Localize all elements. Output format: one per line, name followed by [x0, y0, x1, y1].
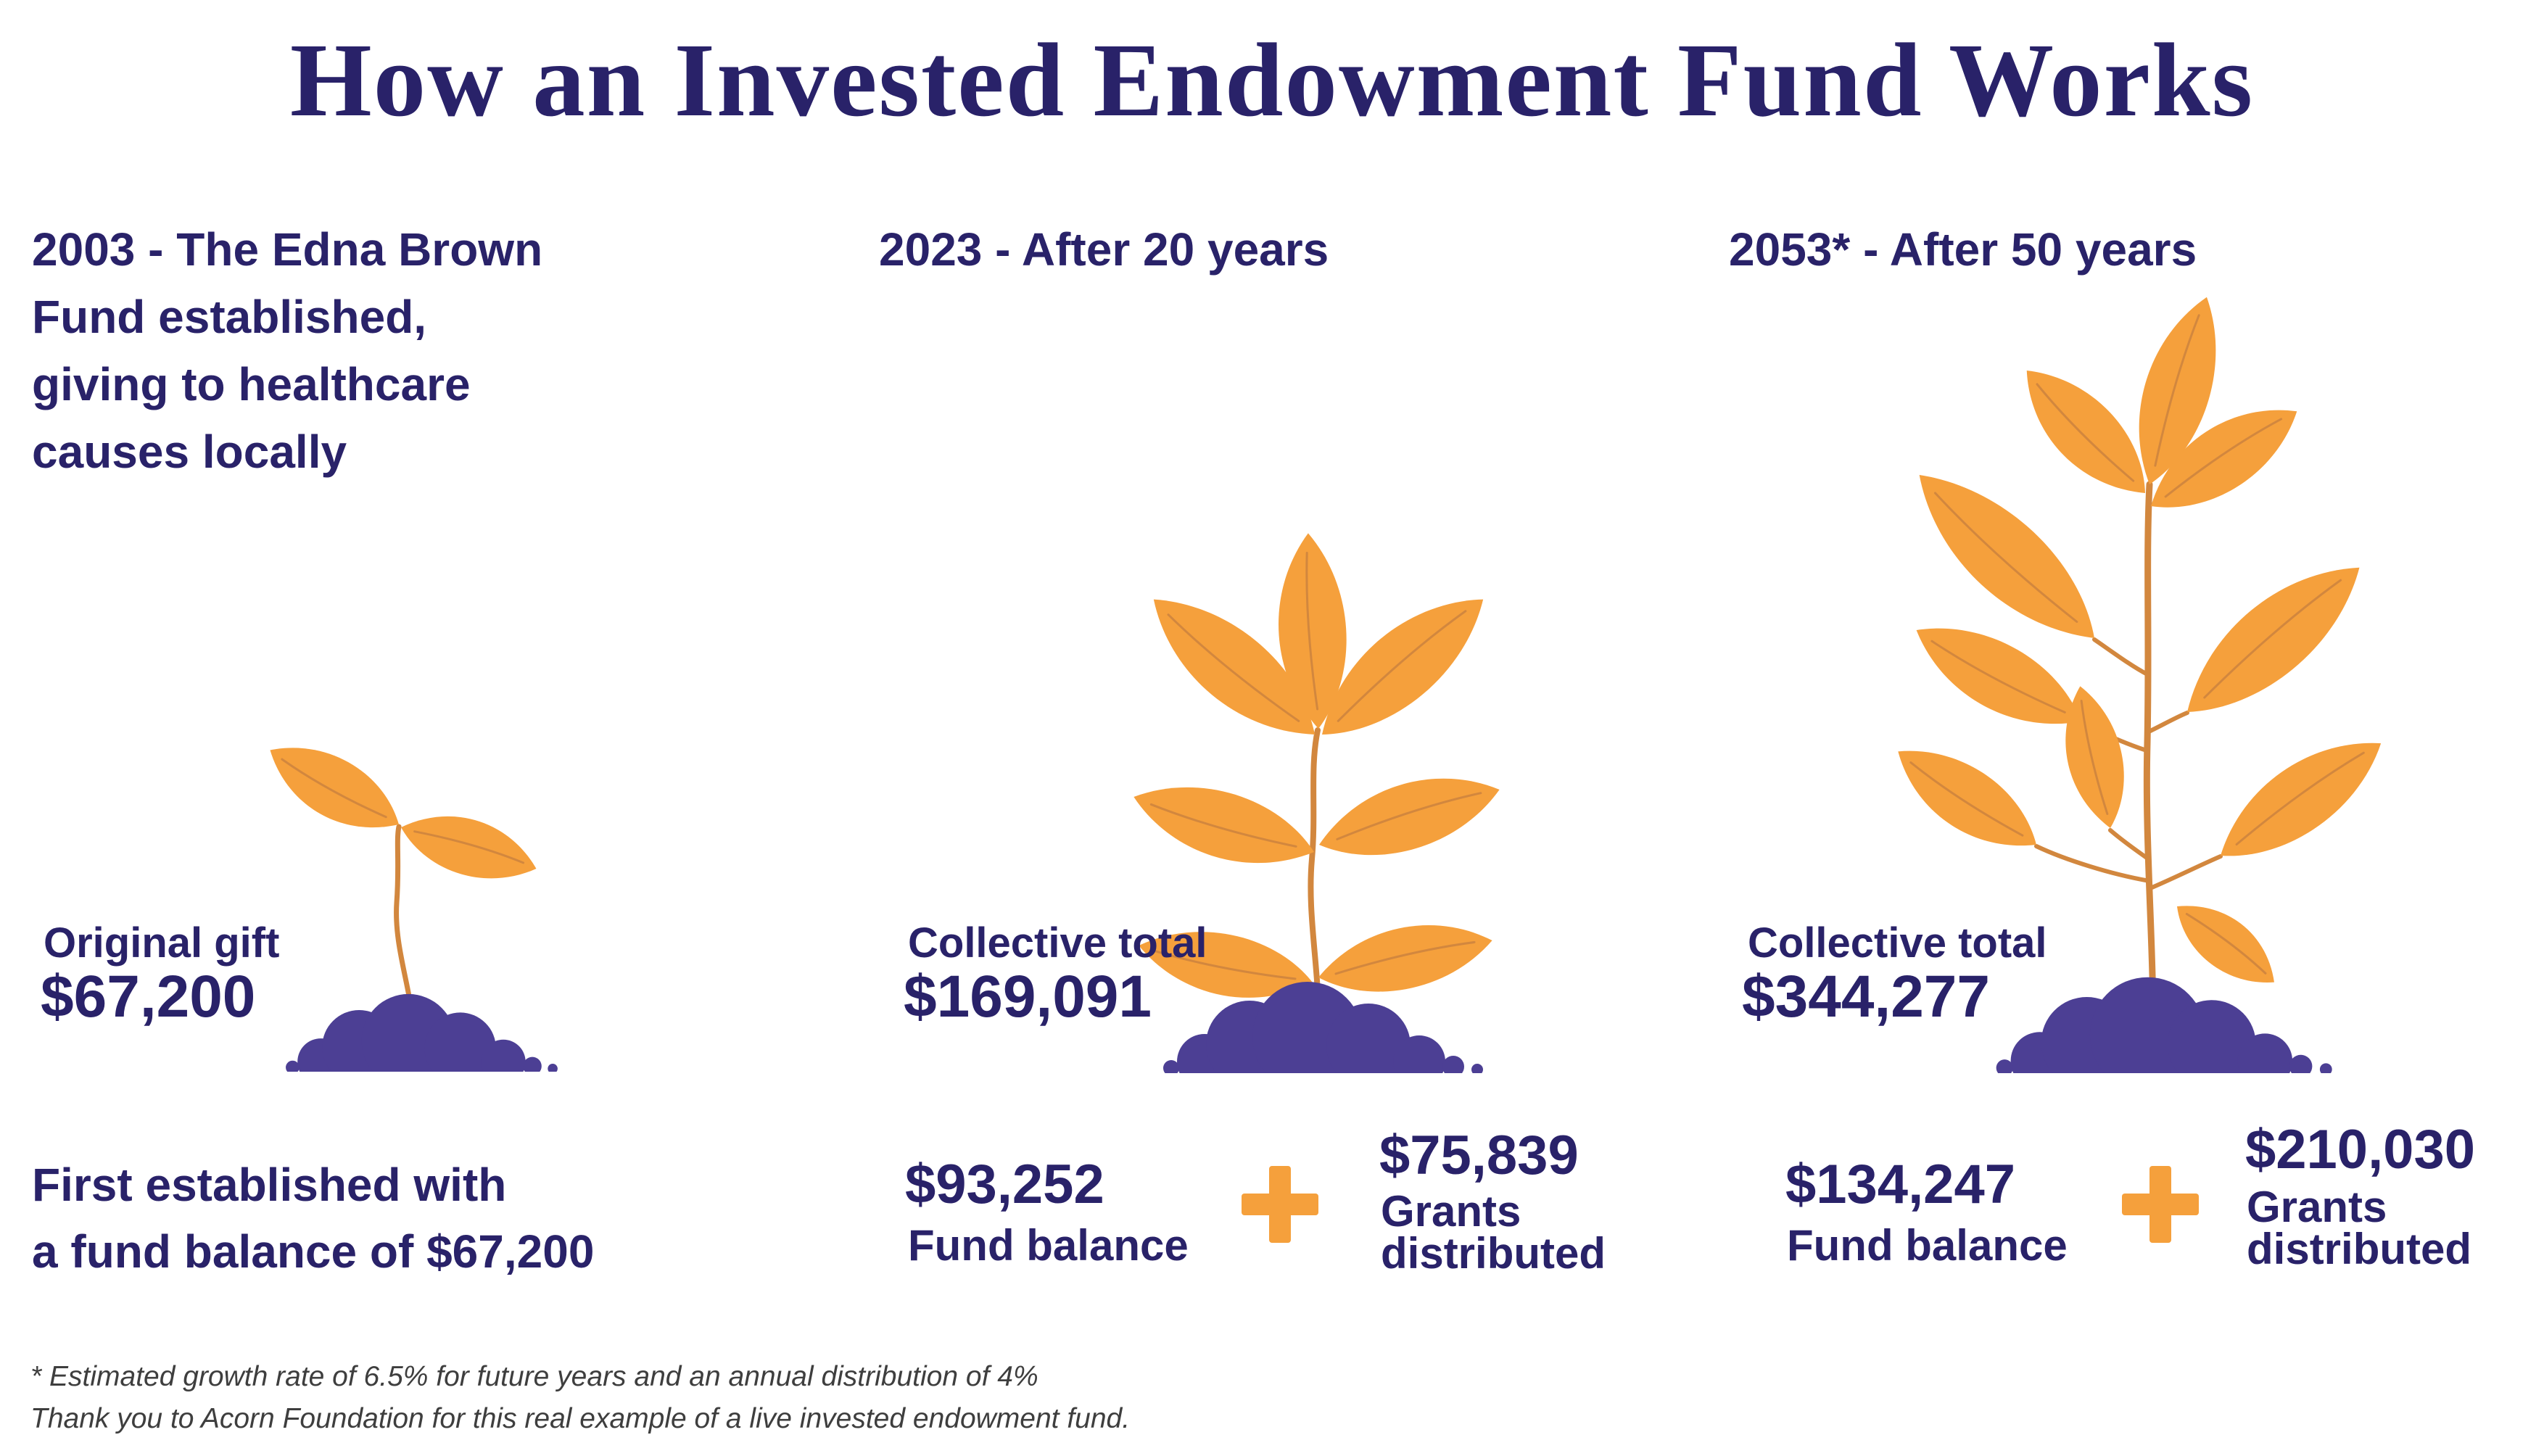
plus-icon: [1242, 1166, 1318, 1243]
seedling-illustration: [247, 732, 566, 1077]
fund-balance-label: Fund balance: [1787, 1221, 2068, 1270]
note-line: a fund balance of $67,200: [32, 1225, 595, 1278]
leaf: [2202, 716, 2400, 882]
grants-label-line: distributed: [2247, 1225, 2471, 1273]
stage-amount: $344,277: [1742, 964, 1991, 1030]
leaf: [1124, 766, 1323, 884]
column-2023-heading: 2023 - After 20 years: [879, 223, 1329, 276]
heading-line: giving to healthcare: [32, 358, 471, 410]
stage-label: Collective total: [908, 919, 1207, 967]
leaf: [255, 732, 413, 851]
heading-line: 2003 - The Edna Brown: [32, 223, 543, 276]
leaf: [2163, 539, 2382, 739]
column-2053-heading: 2053* - After 50 years: [1729, 223, 2197, 276]
mature-plant-illustration: [1842, 268, 2516, 1077]
grants-label: Grants distributed: [2247, 1183, 2471, 1273]
leaf: [2162, 886, 2289, 1001]
footnote-acknowledgement: Thank you to Acorn Foundation for this r…: [30, 1403, 1131, 1434]
grants-amount: $210,030: [2245, 1119, 2475, 1180]
grants-label-line: Grants: [2247, 1183, 2387, 1231]
stage-amount: $67,200: [41, 964, 256, 1030]
heading-line: causes locally: [32, 426, 347, 478]
leaf: [1310, 758, 1509, 875]
grants-amount: $75,839: [1379, 1125, 1579, 1186]
leaf: [1312, 910, 1498, 1006]
young-plant-illustration: [1110, 515, 1516, 1077]
grants-label-line: Grants: [1381, 1187, 1521, 1236]
column-2003-heading: 2003 - The Edna Brown Fund established, …: [32, 216, 542, 486]
soil-mound: [1110, 982, 1516, 1077]
column-2003-note: First established with a fund balance of…: [32, 1151, 594, 1285]
plus-icon: [2122, 1166, 2199, 1243]
stage-label: Original gift: [44, 919, 280, 967]
fund-balance-amount: $93,252: [905, 1154, 1104, 1215]
fund-balance-label: Fund balance: [908, 1221, 1189, 1270]
fund-balance-amount: $134,247: [1785, 1154, 2015, 1215]
page-title: How an Invested Endowment Fund Works: [289, 22, 2255, 138]
plant-branches: [2034, 637, 2223, 890]
leaf: [393, 800, 545, 894]
stage-amount: $169,091: [904, 964, 1152, 1030]
footnote-growth-rate: * Estimated growth rate of 6.5% for futu…: [30, 1361, 1038, 1392]
note-line: First established with: [32, 1159, 507, 1211]
grants-label: Grants distributed: [1381, 1187, 1606, 1278]
soil-mound: [1941, 977, 2367, 1077]
stage-label: Collective total: [1748, 919, 2047, 967]
soil-mound: [247, 993, 566, 1077]
grants-label-line: distributed: [1381, 1229, 1606, 1278]
heading-line: Fund established,: [32, 291, 427, 343]
leaf: [1880, 727, 2053, 870]
